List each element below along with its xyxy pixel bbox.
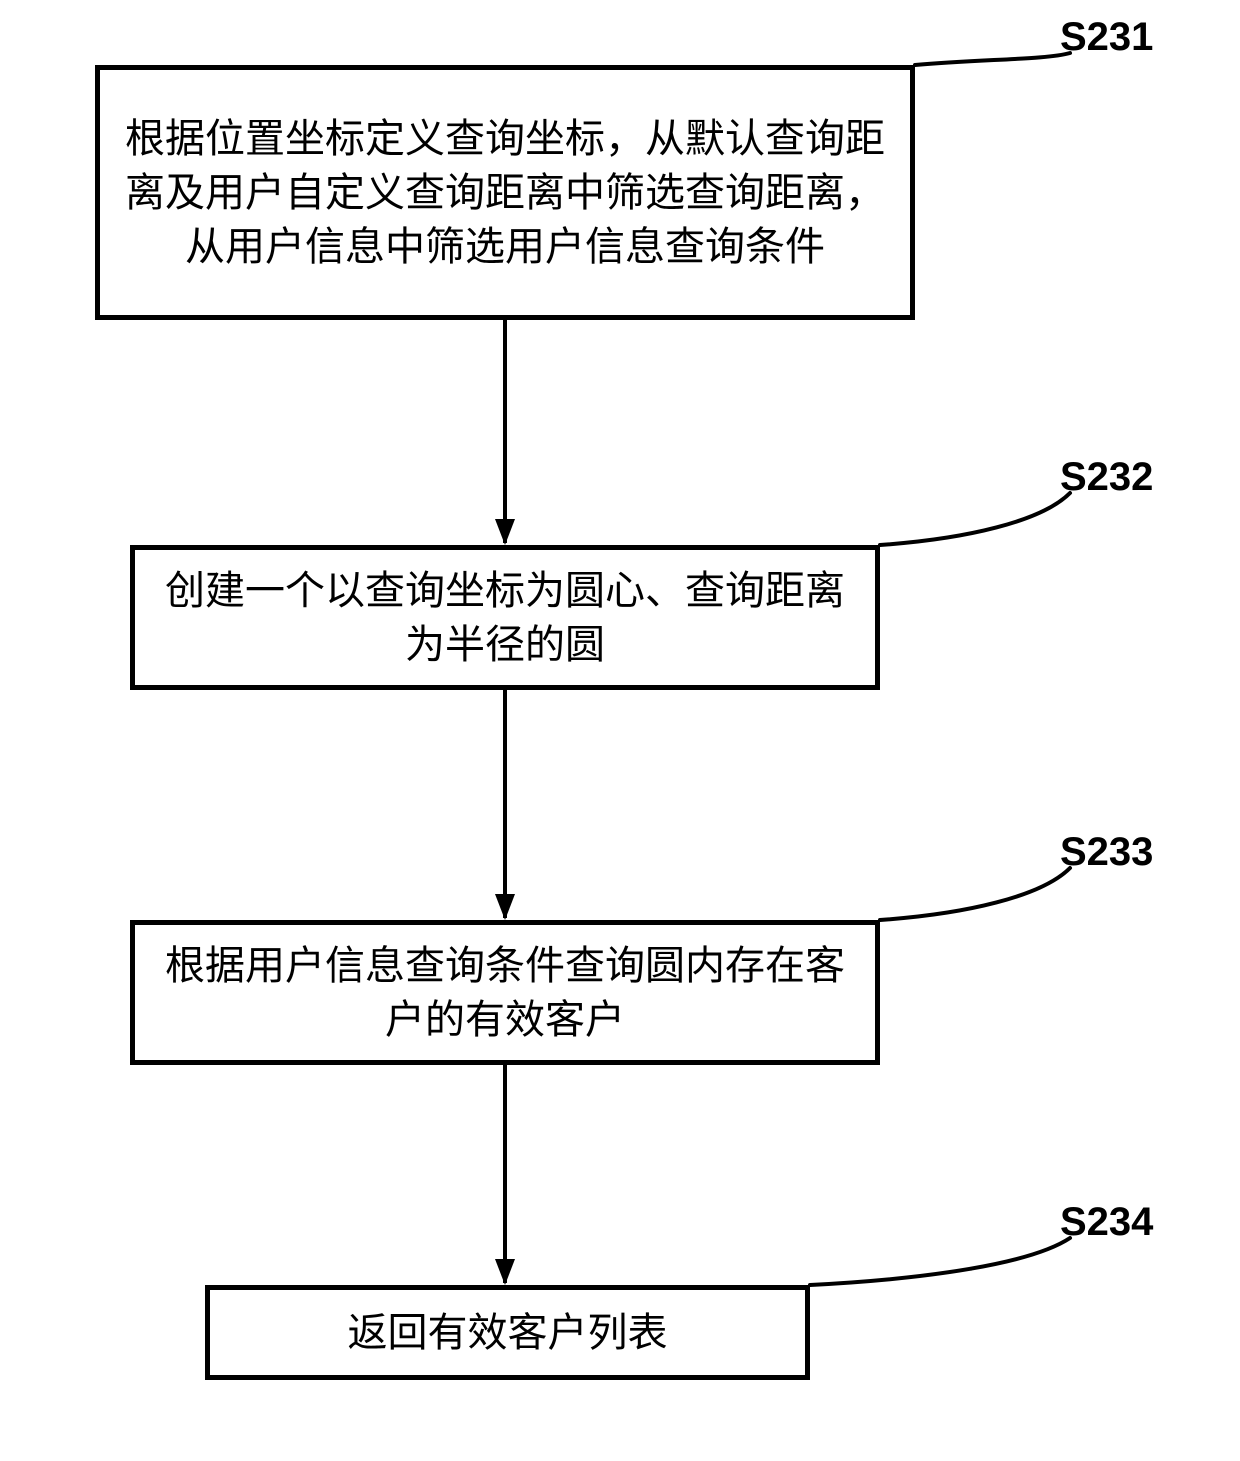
label-connector-S232 (880, 493, 1070, 545)
flow-node-text: 根据位置坐标定义查询坐标，从默认查询距离及用户自定义查询距离中筛选查询距离，从用… (120, 112, 890, 274)
flow-node-S233: 根据用户信息查询条件查询圆内存在客户的有效客户 (130, 920, 880, 1065)
flow-node-S231: 根据位置坐标定义查询坐标，从默认查询距离及用户自定义查询距离中筛选查询距离，从用… (95, 65, 915, 320)
step-label-S234: S234 (1060, 1200, 1153, 1245)
label-connector-S234 (810, 1238, 1070, 1285)
flow-node-text: 根据用户信息查询条件查询圆内存在客户的有效客户 (155, 939, 855, 1047)
flowchart-canvas: 根据位置坐标定义查询坐标，从默认查询距离及用户自定义查询距离中筛选查询距离，从用… (0, 0, 1240, 1461)
step-label-S232: S232 (1060, 455, 1153, 500)
flow-node-text: 创建一个以查询坐标为圆心、查询距离为半径的圆 (155, 564, 855, 672)
label-connector-S233 (880, 868, 1070, 920)
flow-node-text: 返回有效客户列表 (348, 1306, 668, 1360)
flow-node-S232: 创建一个以查询坐标为圆心、查询距离为半径的圆 (130, 545, 880, 690)
label-connector-S231 (915, 53, 1070, 65)
flow-node-S234: 返回有效客户列表 (205, 1285, 810, 1380)
step-label-S231: S231 (1060, 15, 1153, 60)
step-label-S233: S233 (1060, 830, 1153, 875)
